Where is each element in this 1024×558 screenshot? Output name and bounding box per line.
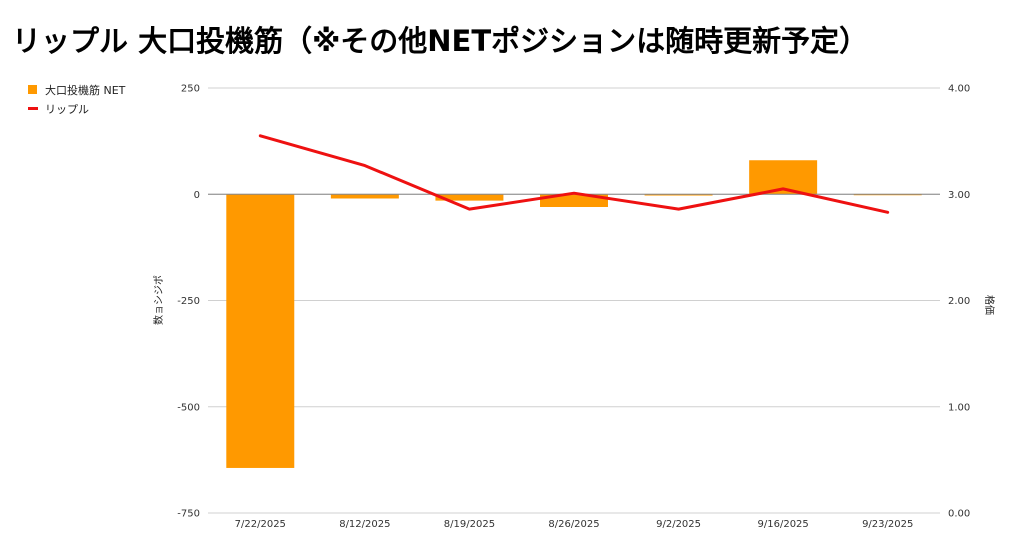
legend-swatch-bar [28,85,37,94]
legend: 大口投機筋 NET リップル [28,80,125,118]
line-series [258,134,890,214]
chart-title: リップル 大口投機筋（※その他NETポジションは随時更新予定） [12,24,869,58]
legend-swatch-line [28,107,38,110]
legend-label-line: リップル [45,102,89,116]
y-tick-label: -250 [177,296,200,307]
legend-label-bar: 大口投機筋 NET [45,83,126,97]
y2-tick-label: 2.00 [948,296,970,307]
y2-tick-label: 1.00 [948,402,970,413]
y-tick-label: -750 [177,509,200,520]
price-line [258,134,890,214]
x-axis: 7/22/2025 8/12/2025 8/19/2025 8/26/2025 9/2/… [235,519,914,530]
x-tick-label: 9/23/2025 [862,519,913,530]
x-tick-label: 9/2/2025 [656,519,701,530]
legend-item-bar: 大口投機筋 NET [28,80,125,99]
y-axis-title: 数ョシジポ [152,275,165,325]
y-axis-left: 250 0 -250 -500 -750 [177,84,200,520]
y-tick-label: 250 [181,84,200,95]
bar-series [226,160,922,468]
legend-item-line: リップル [28,99,125,118]
y2-tick-label: 0.00 [948,509,970,520]
y2-tick-label: 3.00 [948,190,970,201]
y2-tick-label: 4.00 [948,84,970,95]
x-tick-label: 7/22/2025 [235,519,286,530]
y-axis-right: 4.00 3.00 2.00 1.00 0.00 [948,84,970,520]
bar [540,194,608,207]
bar [226,194,295,468]
x-tick-label: 9/16/2025 [758,519,809,530]
x-tick-label: 8/26/2025 [548,519,599,530]
x-tick-label: 8/12/2025 [339,519,390,530]
bar [644,194,713,196]
bar [330,194,399,199]
y-tick-label: -500 [177,402,200,413]
y-tick-label: 0 [194,190,200,201]
x-tick-label: 8/19/2025 [444,519,495,530]
y2-axis-title: 格価 [983,295,996,315]
bar [435,194,504,201]
